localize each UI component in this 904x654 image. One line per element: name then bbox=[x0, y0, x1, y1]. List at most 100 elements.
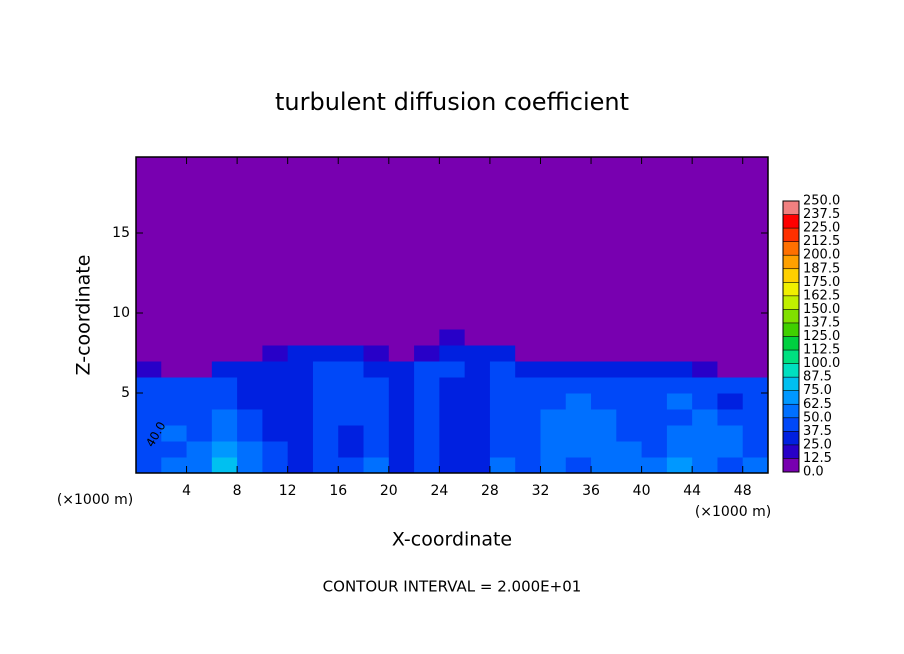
cell bbox=[414, 329, 440, 346]
cell bbox=[439, 313, 466, 330]
cell bbox=[616, 393, 643, 410]
colorbar-label: 187.5 bbox=[803, 261, 840, 276]
cell bbox=[717, 393, 744, 410]
colorbar-swatch bbox=[783, 431, 799, 445]
cell bbox=[591, 409, 617, 426]
cell bbox=[136, 377, 162, 394]
colorbar-swatch bbox=[783, 458, 799, 472]
cell bbox=[742, 441, 769, 458]
cell bbox=[237, 441, 263, 458]
colorbar-swatch bbox=[783, 268, 799, 283]
y-axis-label: Z-coordinate bbox=[73, 255, 95, 376]
cell bbox=[540, 329, 567, 346]
cell bbox=[414, 457, 440, 474]
cell bbox=[717, 409, 744, 426]
colorbar-swatch bbox=[783, 241, 799, 256]
cell bbox=[692, 425, 718, 442]
cell bbox=[338, 441, 365, 458]
cell bbox=[388, 361, 415, 378]
cell bbox=[287, 393, 314, 410]
cell bbox=[388, 313, 415, 330]
colorbar-label: 112.5 bbox=[803, 343, 840, 358]
cell bbox=[666, 441, 693, 458]
cell bbox=[312, 393, 339, 410]
cell bbox=[211, 361, 238, 378]
cell bbox=[287, 329, 314, 346]
cell bbox=[717, 441, 744, 458]
cell bbox=[489, 377, 516, 394]
cell bbox=[211, 425, 238, 442]
cell bbox=[692, 457, 718, 474]
colorbar-swatch bbox=[783, 363, 799, 378]
cell bbox=[161, 425, 188, 442]
x-tick-label: 28 bbox=[481, 483, 499, 499]
cell bbox=[540, 313, 567, 330]
cell bbox=[515, 393, 541, 410]
x-tick-label: 24 bbox=[430, 483, 448, 499]
cell bbox=[591, 441, 617, 458]
colorbar-swatch bbox=[783, 255, 799, 269]
cell bbox=[717, 313, 744, 330]
cell bbox=[540, 425, 567, 442]
x-tick-label: 44 bbox=[683, 483, 701, 499]
cell bbox=[540, 345, 567, 362]
cell bbox=[237, 313, 263, 330]
cell bbox=[363, 441, 390, 458]
cell bbox=[312, 409, 339, 426]
cell bbox=[161, 457, 188, 474]
colorbar-label: 137.5 bbox=[803, 315, 840, 330]
cell bbox=[464, 361, 491, 378]
cell bbox=[161, 313, 188, 330]
cell bbox=[489, 457, 516, 474]
colorbar-swatch bbox=[783, 444, 799, 459]
cell bbox=[666, 345, 693, 362]
cell bbox=[641, 345, 668, 362]
cell bbox=[666, 313, 693, 330]
cell bbox=[742, 361, 769, 378]
cell bbox=[414, 377, 440, 394]
cell bbox=[742, 457, 769, 474]
cell bbox=[388, 329, 415, 346]
cell bbox=[692, 361, 718, 378]
cell bbox=[692, 377, 718, 394]
cell bbox=[136, 345, 162, 362]
cell bbox=[136, 393, 162, 410]
cell bbox=[565, 393, 592, 410]
cell bbox=[287, 457, 314, 474]
cell bbox=[666, 361, 693, 378]
cell bbox=[312, 457, 339, 474]
cell bbox=[540, 377, 567, 394]
colorbar-label: 100.0 bbox=[803, 356, 840, 371]
cell bbox=[464, 393, 491, 410]
cell bbox=[540, 457, 567, 474]
cell bbox=[211, 345, 238, 362]
x-tick-label: 40 bbox=[633, 483, 651, 499]
cell bbox=[186, 425, 213, 442]
cell bbox=[414, 441, 440, 458]
cell bbox=[262, 409, 289, 426]
cell bbox=[591, 345, 617, 362]
cell bbox=[591, 377, 617, 394]
cell bbox=[641, 425, 668, 442]
cell bbox=[363, 361, 390, 378]
colorbar-label: 225.0 bbox=[803, 221, 840, 236]
y-tick-label: 10 bbox=[112, 305, 130, 321]
colorbar-label: 50.0 bbox=[803, 410, 832, 425]
cell bbox=[338, 393, 365, 410]
x-unit-label: (×1000 m) bbox=[57, 492, 133, 508]
colorbar-label: 0.0 bbox=[803, 465, 824, 480]
colorbar-label: 12.5 bbox=[803, 451, 832, 466]
colorbar-label: 125.0 bbox=[803, 329, 840, 344]
cell bbox=[565, 409, 592, 426]
cell bbox=[565, 329, 592, 346]
cell bbox=[312, 329, 339, 346]
cell bbox=[464, 329, 491, 346]
cell bbox=[641, 313, 668, 330]
cell bbox=[616, 345, 643, 362]
plot-frame bbox=[135, 156, 769, 474]
cell bbox=[312, 313, 339, 330]
x-unit-label: (×1000 m) bbox=[695, 504, 771, 520]
cell bbox=[388, 441, 415, 458]
cell bbox=[464, 441, 491, 458]
cell bbox=[161, 329, 188, 346]
